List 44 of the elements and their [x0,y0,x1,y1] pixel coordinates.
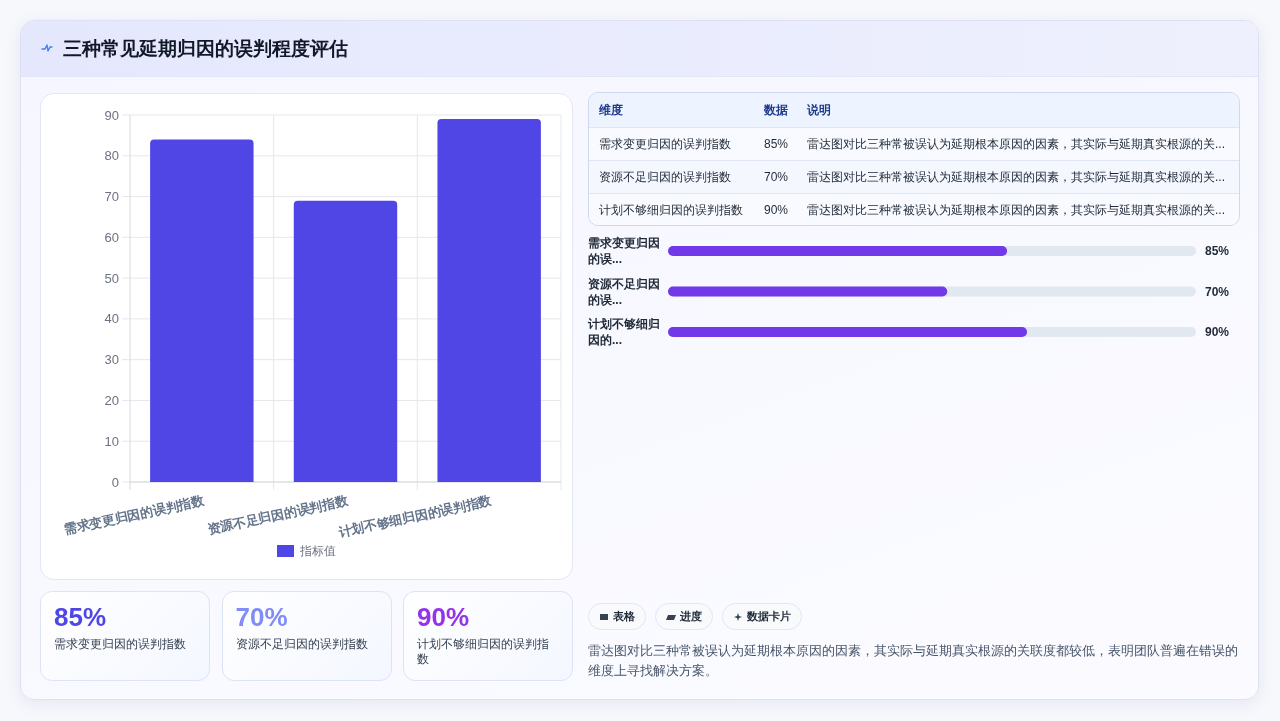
text: 说明 [807,102,831,119]
y-tick-label: 80 [104,148,119,164]
text: 雷达图对比三种常被误认为延期根本原因的因素，其实际与延期真实根源的关... [807,136,1226,153]
text: 资源不足归因的误判指数 [235,637,369,652]
x-tick-label: 需求变更归因的误判指数 [62,492,207,538]
y-tick-label: 70 [104,189,119,205]
y-tick-label: 10 [104,433,119,449]
data-label: 70% [1205,284,1230,299]
text: 雷达图对比三种常被误认为延期根本原因的因素，其实际与延期真实根源的关... [807,169,1226,186]
text: 进度 [680,609,702,624]
text: 资源不足归因的误判指数 [599,169,731,186]
y-tick-label: 60 [104,229,119,245]
y-tick-label: 30 [104,352,119,368]
text: 表格 [613,609,635,624]
legend-label: 指标值 [299,544,336,558]
y-tick-label: 计划不够细归因的... [588,316,661,348]
text: 雷达图对比三种常被误认为延期根本原因的因素，其实际与延期真实根源的关联度都较低，表明团队普遍在错误的维度上寻找解决方案。 [588,642,1239,680]
text: 70% [235,602,288,632]
text: 需求变更归因的误判指数 [599,136,731,153]
text: 数据卡片 [747,609,791,624]
y-tick-label: 需求变更归因的误... [588,235,661,267]
y-tick-label: 50 [104,270,119,286]
y-tick-label: 90 [104,107,119,123]
text: 70% [764,169,789,186]
bar [150,139,254,482]
text: 雷达图对比三种常被误认为延期根本原因的因素，其实际与延期真实根源的关... [807,202,1226,219]
text: 计划不够细归因的误判指数 [417,637,550,667]
text: 90% [764,202,789,219]
text: 计划不够细归因的误判指数 [599,202,743,219]
text: 85% [54,602,107,632]
bar [437,119,541,482]
text: 90% [417,602,470,632]
y-tick-label: 0 [111,474,119,490]
data-label: 90% [1205,325,1230,339]
text: 需求变更归因的误判指数 [54,637,187,652]
y-tick-label: 40 [104,311,119,327]
y-tick-label: 20 [104,392,119,408]
text: 数据 [764,102,788,119]
text: 维度 [599,102,623,119]
y-tick-label: 资源不足归因的误... [588,275,661,308]
chart-title: 三种常见延期归因的误判程度评估 [63,37,348,61]
data-label: 85% [1205,244,1230,258]
text: 85% [764,136,789,153]
bar [293,200,398,482]
